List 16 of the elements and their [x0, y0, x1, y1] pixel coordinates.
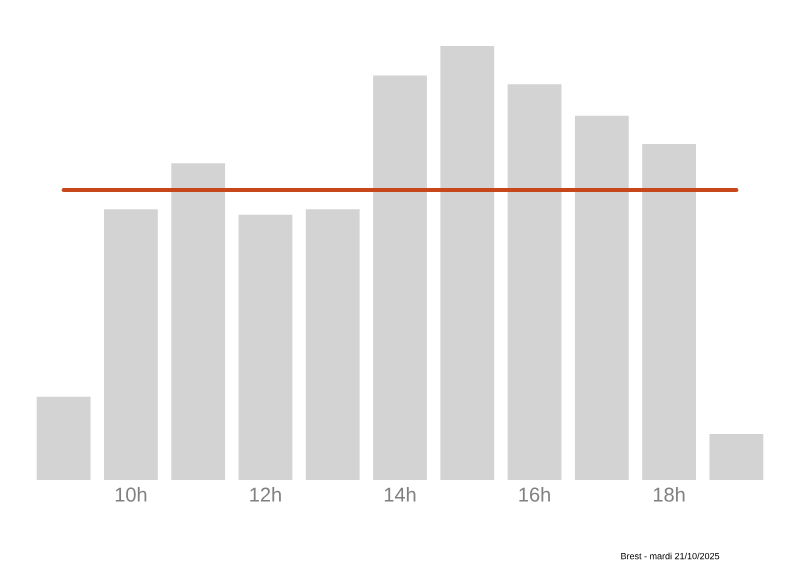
bar	[373, 75, 427, 480]
bar	[36, 396, 91, 480]
bar	[440, 45, 495, 480]
x-tick-label: 12h	[250, 487, 281, 502]
x-tick-label: 16h	[519, 487, 550, 502]
bar	[104, 209, 158, 480]
x-tick-label: 18h	[653, 487, 685, 502]
bar	[709, 433, 764, 480]
bar	[171, 163, 226, 480]
bar	[238, 214, 293, 480]
x-tick-label: 14h	[384, 487, 416, 502]
bar	[507, 84, 562, 480]
bar	[305, 209, 360, 480]
bar	[574, 115, 629, 480]
x-tick-label: 10h	[115, 487, 147, 502]
bar	[642, 144, 697, 480]
